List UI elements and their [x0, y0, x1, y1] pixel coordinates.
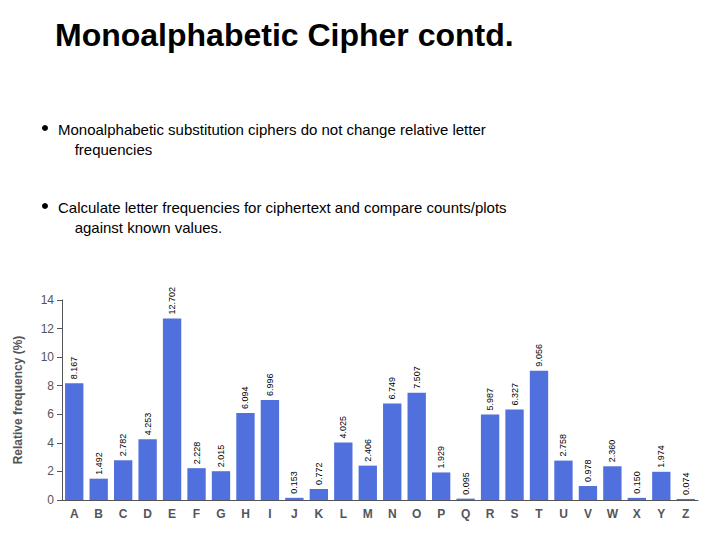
svg-text:0.150: 0.150: [632, 471, 642, 494]
svg-text:5.987: 5.987: [485, 388, 495, 411]
svg-text:0.772: 0.772: [314, 462, 324, 485]
svg-text:0.074: 0.074: [681, 472, 691, 495]
svg-text:T: T: [535, 507, 543, 521]
svg-text:1.974: 1.974: [656, 445, 666, 468]
svg-text:R: R: [486, 507, 495, 521]
svg-text:Q: Q: [461, 507, 470, 521]
svg-text:6.094: 6.094: [240, 386, 250, 409]
svg-text:frequencies: frequencies: [58, 141, 152, 158]
svg-text:8: 8: [47, 379, 54, 393]
svg-text:J: J: [291, 507, 298, 521]
svg-text:Calculate letter frequencies f: Calculate letter frequencies for ciphert…: [58, 199, 507, 216]
svg-text:7.507: 7.507: [412, 366, 422, 389]
svg-text:2.406: 2.406: [363, 439, 373, 462]
svg-text:1.929: 1.929: [436, 446, 446, 469]
svg-text:D: D: [143, 507, 152, 521]
svg-text:C: C: [119, 507, 128, 521]
svg-text:H: H: [241, 507, 250, 521]
svg-text:P: P: [437, 507, 445, 521]
svg-text:0.095: 0.095: [461, 472, 471, 495]
svg-text:0: 0: [47, 493, 54, 507]
svg-text:Relative frequency (%): Relative frequency (%): [11, 336, 25, 465]
svg-text:Monoalphabetic Cipher contd.: Monoalphabetic Cipher contd.: [55, 17, 514, 53]
svg-text:S: S: [511, 507, 519, 521]
svg-text:F: F: [193, 507, 200, 521]
svg-text:12.702: 12.702: [167, 287, 177, 315]
svg-text:6.327: 6.327: [510, 383, 520, 406]
svg-text:I: I: [268, 507, 271, 521]
svg-text:2.228: 2.228: [192, 442, 202, 465]
svg-text:2.360: 2.360: [607, 440, 617, 463]
svg-text:10: 10: [41, 350, 55, 364]
svg-text:X: X: [633, 507, 641, 521]
svg-text:N: N: [388, 507, 397, 521]
svg-text:W: W: [607, 507, 619, 521]
svg-text:E: E: [168, 507, 176, 521]
svg-text:2.015: 2.015: [216, 445, 226, 468]
svg-text:2.782: 2.782: [118, 434, 128, 457]
svg-text:0.153: 0.153: [289, 471, 299, 494]
svg-text:6.996: 6.996: [265, 374, 275, 397]
svg-text:4.025: 4.025: [338, 416, 348, 439]
svg-text:1.492: 1.492: [94, 452, 104, 475]
svg-text:Y: Y: [657, 507, 665, 521]
svg-text:G: G: [216, 507, 225, 521]
svg-text:U: U: [559, 507, 568, 521]
svg-text:4: 4: [47, 436, 54, 450]
svg-text:2: 2: [47, 464, 54, 478]
svg-text:6: 6: [47, 407, 54, 421]
svg-text:A: A: [70, 507, 79, 521]
svg-text:Z: Z: [682, 507, 689, 521]
svg-text:against known values.: against known values.: [58, 219, 222, 236]
svg-text:M: M: [363, 507, 373, 521]
svg-text:6.749: 6.749: [387, 377, 397, 400]
svg-text:14: 14: [41, 293, 55, 307]
svg-text:B: B: [94, 507, 103, 521]
svg-text:0.978: 0.978: [583, 459, 593, 482]
svg-text:9.056: 9.056: [534, 344, 544, 367]
svg-text:2.758: 2.758: [558, 434, 568, 457]
svg-text:O: O: [412, 507, 421, 521]
svg-text:4.253: 4.253: [143, 413, 153, 436]
svg-text:8.167: 8.167: [69, 357, 79, 380]
svg-text:L: L: [340, 507, 347, 521]
svg-text:K: K: [315, 507, 324, 521]
svg-text:Monoalphabetic substitution ci: Monoalphabetic substitution ciphers do n…: [58, 121, 486, 138]
svg-text:V: V: [584, 507, 592, 521]
svg-text:12: 12: [41, 322, 55, 336]
